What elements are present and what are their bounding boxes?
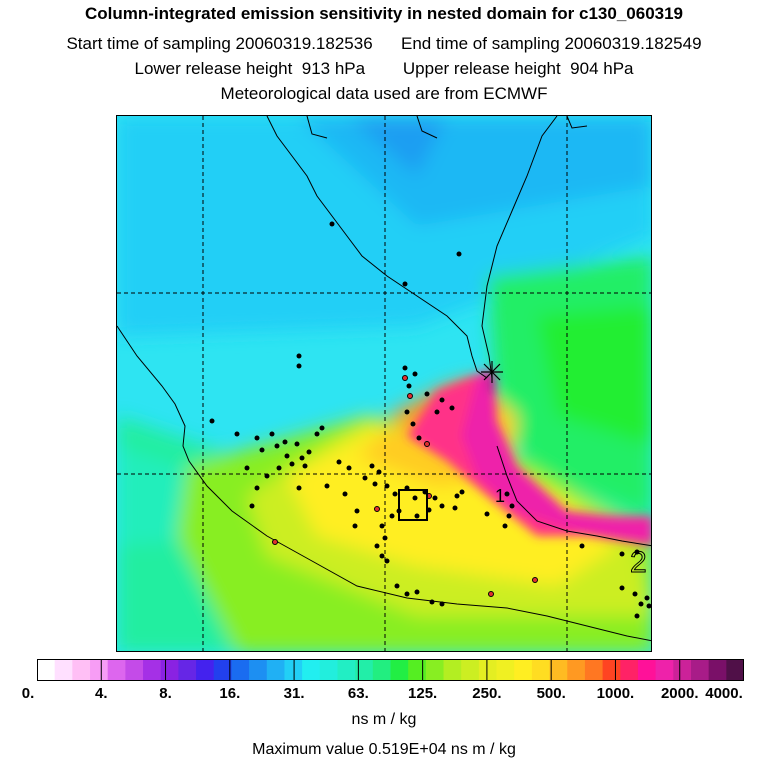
region-label-1: 1 [495, 486, 505, 506]
highlight-points [272, 375, 538, 597]
colorbar-tick-label: 16. [219, 685, 241, 702]
colorbar-tick-label: 2000. [660, 685, 699, 702]
colorbar-segment [196, 659, 215, 681]
colorbar-segment [284, 659, 303, 681]
colorbar-segment [567, 659, 586, 681]
colorbar-segment [143, 659, 162, 681]
colorbar-segment [160, 659, 180, 681]
colorbar-segment [213, 659, 233, 681]
colorbar-segment [514, 659, 533, 681]
colorbar [37, 659, 744, 681]
release-point-asterisk-icon [481, 361, 503, 383]
release-height-line: Lower release height 913 hPa Upper relea… [134, 59, 634, 78]
colorbar-segment [72, 659, 91, 681]
coastlines [117, 116, 651, 642]
colorbar-segment [443, 659, 462, 681]
colorbar-tick-label: 125. [408, 685, 438, 702]
colorbar-segment [690, 659, 710, 681]
colorbar-segment [620, 659, 639, 681]
colorbar-segment [637, 659, 657, 681]
colorbar-segment [496, 659, 515, 681]
colorbar-tick-label: 4. [95, 685, 108, 702]
colorbar-segment [302, 659, 321, 681]
colorbar-segment [602, 659, 621, 681]
colorbar-segment [655, 659, 674, 681]
colorbar-segment [90, 659, 109, 681]
colorbar-tick-label: 63. [347, 685, 369, 702]
colorbar-tick-label: 31. [283, 685, 305, 702]
colorbar-units: ns m / kg [351, 711, 417, 728]
colorbar-segment [708, 659, 727, 681]
colorbar-tick-label: 4000. [705, 685, 743, 702]
colorbar-segment [372, 659, 392, 681]
colorbar-segment [584, 659, 604, 681]
colorbar-segment [231, 659, 250, 681]
colorbar-segment [54, 659, 73, 681]
colorbar-segment [355, 659, 374, 681]
colorbar-segment [425, 659, 445, 681]
colorbar-tick-label: 500. [536, 685, 566, 702]
region-label-2: 2 [630, 546, 647, 579]
colorbar-segment [478, 659, 498, 681]
colorbar-segment [726, 659, 744, 681]
release-box-square-outline-icon [398, 489, 428, 521]
colorbar-tick-label: 0. [21, 685, 35, 702]
colorbar-segment [408, 659, 427, 681]
maximum-value-text: Maximum value 0.519E+04 ns m / kg [252, 741, 516, 758]
graticule [117, 116, 651, 651]
colorbar-segment [673, 659, 692, 681]
colorbar-tick-label: 8. [159, 685, 172, 702]
colorbar-segment [461, 659, 480, 681]
emission-sensitivity-map: 1 2 [116, 115, 652, 652]
colorbar-segment [249, 659, 268, 681]
colorbar-segment [337, 659, 356, 681]
colorbar-segment [549, 659, 568, 681]
plot-title: Column-integrated emission sensitivity i… [84, 4, 684, 23]
colorbar-segment [125, 659, 144, 681]
colorbar-segment [319, 659, 339, 681]
colorbar-segment [37, 659, 56, 681]
colorbar-tick-label: 250. [472, 685, 502, 702]
sampling-time-line: Start time of sampling 20060319.182536 E… [66, 34, 702, 53]
colorbar-segment [531, 659, 551, 681]
colorbar-segment [107, 659, 126, 681]
measurement-points [209, 221, 651, 619]
met-data-line: Meteorological data used are from ECMWF [220, 84, 548, 103]
colorbar-segment [266, 659, 286, 681]
colorbar-segment [178, 659, 197, 681]
colorbar-tick-label: 1000. [596, 685, 635, 702]
sensitivity-field [117, 116, 651, 651]
colorbar-segment [390, 659, 409, 681]
